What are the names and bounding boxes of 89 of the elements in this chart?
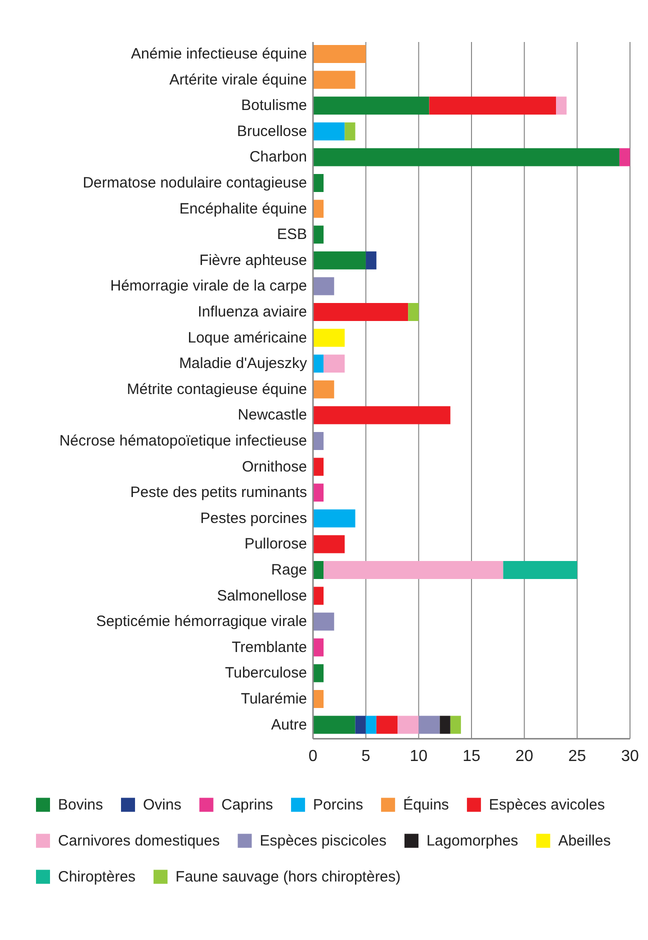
legend-label: Chiroptères bbox=[58, 868, 136, 886]
x-tick-label: 30 bbox=[621, 748, 639, 765]
bar bbox=[313, 458, 324, 476]
legend-label: Carnivores domestiques bbox=[58, 832, 220, 850]
legend-label: Caprins bbox=[221, 796, 274, 814]
bar bbox=[313, 432, 324, 450]
y-tick-label: Tremblante bbox=[232, 638, 307, 656]
x-tick-label: 15 bbox=[462, 748, 480, 765]
bar bbox=[324, 354, 345, 373]
y-tick-label: Brucellose bbox=[236, 122, 307, 140]
y-tick-label: Newcastle bbox=[238, 406, 307, 424]
y-tick-label: Nécrose hématopoïetique infectieuse bbox=[59, 432, 307, 450]
legend-label: Équins bbox=[403, 795, 449, 814]
bar bbox=[313, 535, 345, 554]
bar bbox=[429, 96, 556, 115]
bar bbox=[313, 690, 324, 708]
bar bbox=[313, 586, 324, 605]
bar bbox=[313, 251, 366, 270]
bar bbox=[313, 277, 334, 296]
y-tick-label: Peste des petits ruminants bbox=[130, 484, 307, 502]
x-tick-label: 10 bbox=[410, 748, 428, 765]
bar bbox=[313, 174, 324, 192]
y-tick-label: Artérite virale équine bbox=[169, 71, 307, 88]
bar bbox=[313, 122, 345, 140]
bar bbox=[313, 70, 356, 89]
y-tick-label: Charbon bbox=[249, 148, 307, 166]
legend-label: Ovins bbox=[143, 796, 182, 814]
bar bbox=[313, 638, 324, 656]
bar bbox=[418, 716, 440, 734]
y-tick-label: Septicémie hémorragique virale bbox=[96, 613, 307, 630]
bar bbox=[503, 561, 578, 579]
bar bbox=[313, 716, 356, 734]
y-tick-label: Tularémie bbox=[240, 690, 307, 708]
bar bbox=[355, 716, 366, 734]
bar bbox=[366, 716, 376, 734]
bar bbox=[313, 612, 334, 631]
bar bbox=[313, 561, 324, 579]
y-tick-label: Autre bbox=[271, 716, 307, 734]
x-tick-label: 20 bbox=[515, 748, 534, 765]
bar bbox=[313, 96, 430, 115]
bar bbox=[366, 251, 376, 270]
bar bbox=[313, 303, 408, 321]
y-tick-label: Fièvre aphteuse bbox=[199, 252, 307, 269]
x-tick-label: 25 bbox=[568, 748, 586, 765]
legend-label: Faune sauvage (hors chiroptères) bbox=[176, 868, 401, 886]
y-tick-label: Rage bbox=[271, 562, 307, 578]
y-tick-label: Pullorose bbox=[244, 536, 307, 553]
y-tick-label: Ornithose bbox=[242, 458, 307, 476]
bar bbox=[313, 354, 324, 373]
bar bbox=[313, 328, 345, 347]
legend-label: Lagomorphes bbox=[426, 832, 518, 850]
bar bbox=[398, 716, 419, 734]
legend-label: Porcins bbox=[313, 796, 364, 814]
bar bbox=[313, 406, 450, 424]
y-tick-label: Botulisme bbox=[241, 97, 307, 114]
y-tick-label: Encéphalite équine bbox=[179, 200, 307, 218]
bar bbox=[556, 96, 567, 115]
y-tick-label: Anémie infectieuse équine bbox=[131, 46, 307, 62]
bar bbox=[324, 561, 504, 579]
y-tick-label: Tuberculose bbox=[225, 664, 307, 682]
y-tick-label: Pestes porcines bbox=[200, 510, 307, 527]
bar bbox=[313, 380, 334, 398]
y-tick-label: Salmonellose bbox=[216, 587, 307, 604]
y-tick-label: Maladie d'Aujeszky bbox=[179, 355, 308, 372]
bar bbox=[313, 200, 324, 218]
legend-label: Espèces avicoles bbox=[488, 796, 605, 814]
y-tick-label: Hémorragie virale de la carpe bbox=[110, 278, 307, 295]
x-tick-label: 0 bbox=[308, 748, 318, 765]
y-tick-label: Dermatose nodulaire contagieuse bbox=[82, 174, 307, 192]
bar bbox=[619, 148, 630, 166]
bar bbox=[376, 716, 398, 734]
y-tick-label: Loque américaine bbox=[188, 329, 307, 346]
bar bbox=[408, 303, 419, 321]
bar bbox=[344, 122, 356, 140]
bar bbox=[313, 226, 324, 244]
bar bbox=[313, 509, 356, 528]
y-tick-label: Métrite contagieuse équine bbox=[126, 380, 307, 398]
legend-label: Espèces piscicoles bbox=[260, 832, 386, 850]
y-tick-label: Influenza aviaire bbox=[198, 304, 307, 320]
legend-label: Abeilles bbox=[558, 832, 611, 850]
bar bbox=[313, 45, 366, 63]
bar bbox=[313, 148, 620, 166]
bar bbox=[313, 664, 324, 682]
bar bbox=[313, 484, 324, 502]
bar bbox=[450, 716, 461, 734]
x-tick-label: 5 bbox=[361, 748, 370, 765]
y-tick-label: ESB bbox=[276, 226, 307, 244]
legend-label: Bovins bbox=[58, 796, 104, 814]
bar bbox=[440, 716, 450, 734]
